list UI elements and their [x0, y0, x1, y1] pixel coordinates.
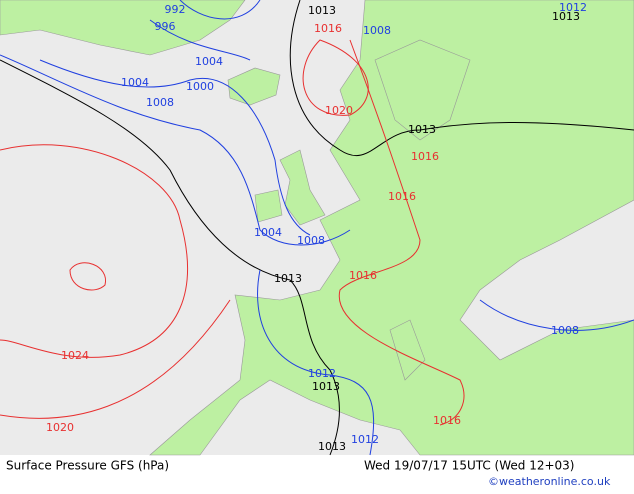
- isobar-label: 1004: [195, 55, 223, 68]
- isobar-label: 1012: [559, 1, 587, 14]
- isobar-label: 1013: [312, 380, 340, 393]
- isobar-label: 996: [155, 20, 176, 33]
- land: [0, 0, 634, 456]
- isobar-label: 1008: [363, 24, 391, 37]
- isobar-label: 992: [165, 3, 186, 16]
- isobar-label: 1016: [411, 150, 439, 163]
- valid-time: Wed 19/07/17 15UTC (Wed 12+03): [364, 459, 575, 473]
- isobar-label: 1008: [146, 96, 174, 109]
- isobar-label: 1000: [186, 80, 214, 93]
- isobar-label: 1013: [408, 123, 436, 136]
- isobar-label: 1013: [552, 10, 580, 23]
- isobar-label: 1012: [308, 367, 336, 380]
- isobar-label: 1013: [308, 4, 336, 17]
- isobar-label: 1008: [551, 324, 579, 337]
- isobars: [0, 0, 634, 456]
- isobar-label: 1016: [433, 414, 461, 427]
- isobar-label: 1013: [274, 272, 302, 285]
- isobar-label: 1020: [46, 421, 74, 434]
- credit[interactable]: ©weatheronline.co.uk: [488, 475, 611, 488]
- isobar-label: 1016: [388, 190, 416, 203]
- isobar-label: 1020: [325, 104, 353, 117]
- isobar-label: 1012: [351, 433, 379, 446]
- isobar-label: 1004: [121, 76, 149, 89]
- isobar-label: 1013: [318, 440, 346, 453]
- isobar-label: 1004: [254, 226, 282, 239]
- isobar-label: 1016: [349, 269, 377, 282]
- isobar-label: 1016: [314, 22, 342, 35]
- isobar-label: 1024: [61, 349, 89, 362]
- isobar-label: 1008: [297, 234, 325, 247]
- map-title: Surface Pressure GFS (hPa): [6, 459, 169, 473]
